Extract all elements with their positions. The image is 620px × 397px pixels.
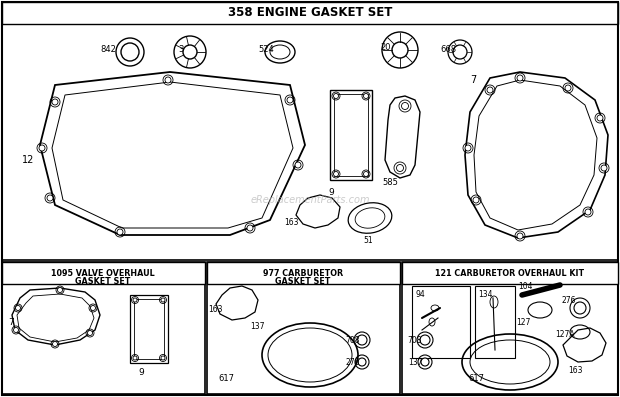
Text: 9: 9 [138, 368, 144, 377]
Ellipse shape [121, 43, 139, 61]
Ellipse shape [420, 335, 430, 345]
Ellipse shape [295, 162, 301, 168]
Text: GASKET SET: GASKET SET [75, 276, 131, 285]
Text: 668: 668 [440, 45, 456, 54]
Bar [412, 286, 470, 358]
Text: 617: 617 [218, 374, 234, 383]
Text: 842: 842 [100, 45, 116, 54]
Ellipse shape [14, 328, 19, 333]
Ellipse shape [473, 197, 479, 203]
Bar [2, 2, 618, 260]
Ellipse shape [358, 358, 366, 366]
Ellipse shape [453, 45, 467, 59]
Text: 1095 VALVE OVERHAUL: 1095 VALVE OVERHAUL [51, 268, 155, 278]
Bar [402, 262, 618, 284]
Text: 977 CARBURETOR: 977 CARBURETOR [263, 268, 343, 278]
Text: 708: 708 [407, 336, 422, 345]
Text: 3: 3 [178, 45, 184, 54]
Bar [330, 90, 372, 180]
Ellipse shape [161, 298, 165, 302]
Bar [475, 286, 515, 358]
Text: 20: 20 [380, 43, 391, 52]
Ellipse shape [165, 77, 171, 83]
Bar [130, 295, 168, 363]
Ellipse shape [517, 75, 523, 81]
Text: 163: 163 [568, 366, 583, 375]
Bar [207, 262, 400, 394]
Text: 276: 276 [345, 358, 360, 367]
Text: 7: 7 [8, 318, 14, 327]
Text: 163: 163 [284, 218, 298, 227]
Bar [402, 262, 618, 394]
Text: 617: 617 [468, 374, 484, 383]
Ellipse shape [597, 115, 603, 121]
Bar [2, 262, 205, 284]
Ellipse shape [565, 85, 571, 91]
Text: 137: 137 [408, 358, 422, 367]
Bar [134, 299, 164, 359]
Ellipse shape [53, 341, 58, 347]
Ellipse shape [363, 94, 368, 98]
Ellipse shape [161, 356, 165, 360]
Text: 12: 12 [22, 155, 34, 165]
Ellipse shape [363, 172, 368, 177]
Bar [2, 2, 618, 24]
Text: 127: 127 [516, 318, 530, 327]
Ellipse shape [91, 306, 95, 310]
Ellipse shape [247, 225, 253, 231]
Ellipse shape [334, 172, 339, 177]
Text: eReplacementParts.com: eReplacementParts.com [250, 195, 370, 205]
Text: 104: 104 [518, 282, 533, 291]
Ellipse shape [287, 97, 293, 103]
Text: 708: 708 [345, 336, 360, 345]
Bar [334, 94, 368, 176]
Ellipse shape [421, 358, 429, 366]
Ellipse shape [574, 302, 586, 314]
Ellipse shape [392, 42, 408, 58]
Ellipse shape [601, 165, 607, 171]
Bar [207, 262, 400, 284]
Text: 51: 51 [363, 236, 373, 245]
Ellipse shape [355, 208, 385, 228]
Ellipse shape [133, 298, 137, 302]
Ellipse shape [517, 233, 523, 239]
Bar [2, 262, 205, 394]
Ellipse shape [334, 94, 339, 98]
Ellipse shape [487, 87, 493, 93]
Ellipse shape [183, 45, 197, 59]
Text: 94: 94 [415, 290, 425, 299]
Text: 134: 134 [478, 290, 492, 299]
Ellipse shape [585, 209, 591, 215]
Ellipse shape [117, 229, 123, 235]
Ellipse shape [465, 145, 471, 151]
Text: 127A: 127A [555, 330, 575, 339]
Ellipse shape [87, 330, 92, 335]
Text: 121 CARBURETOR OVERHAUL KIT: 121 CARBURETOR OVERHAUL KIT [435, 268, 585, 278]
Text: 7: 7 [470, 75, 476, 85]
Ellipse shape [52, 99, 58, 105]
Ellipse shape [47, 195, 53, 201]
Ellipse shape [16, 306, 20, 310]
Ellipse shape [39, 145, 45, 151]
Ellipse shape [397, 164, 404, 172]
Text: 524: 524 [258, 45, 274, 54]
Ellipse shape [402, 102, 409, 110]
Text: 137: 137 [250, 322, 265, 331]
Text: 276: 276 [562, 296, 577, 305]
Text: 9: 9 [328, 188, 334, 197]
Text: 358 ENGINE GASKET SET: 358 ENGINE GASKET SET [228, 6, 392, 19]
Ellipse shape [270, 45, 290, 59]
Ellipse shape [58, 287, 63, 293]
Text: 585: 585 [382, 178, 398, 187]
Text: GASKET SET: GASKET SET [275, 276, 330, 285]
Text: 163: 163 [208, 305, 223, 314]
Ellipse shape [133, 356, 137, 360]
Ellipse shape [357, 335, 367, 345]
